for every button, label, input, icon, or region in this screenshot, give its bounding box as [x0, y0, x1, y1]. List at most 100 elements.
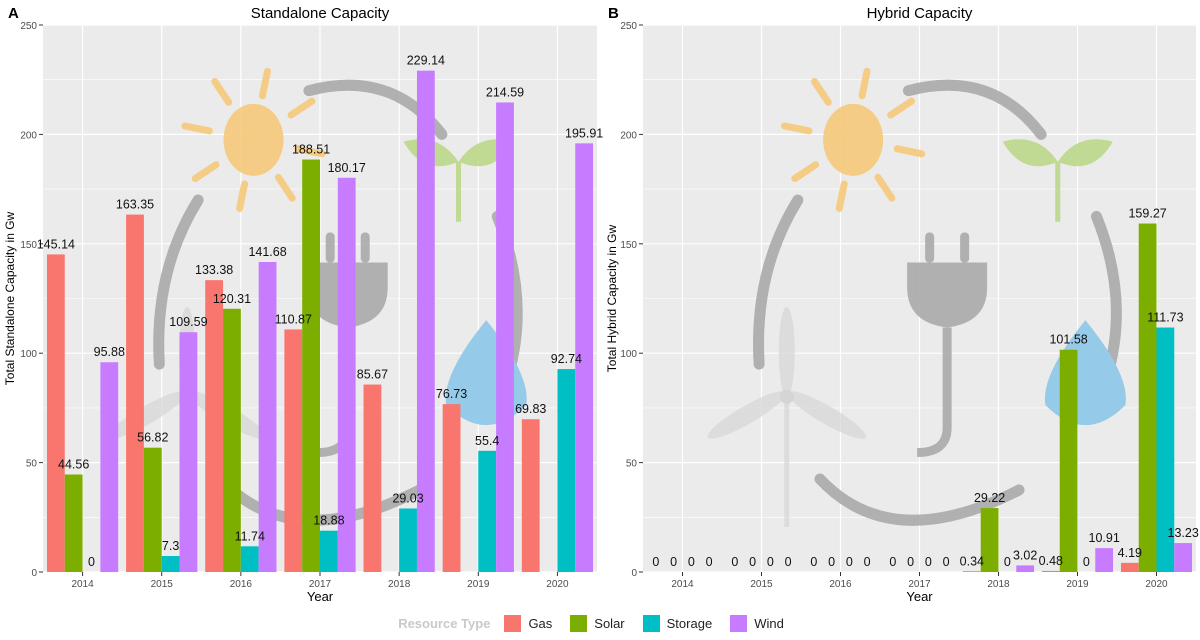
- bar-wind-2019: [1095, 548, 1114, 572]
- y-tick-label: 150: [20, 240, 37, 251]
- data-label-gas-2017: 110.87: [275, 312, 312, 326]
- legend-label-storage: Storage: [666, 615, 713, 631]
- data-label-storage-2019: 55.4: [475, 434, 499, 448]
- data-label-wind-2016: 0: [864, 555, 871, 569]
- data-label-storage-2014: 0: [88, 555, 95, 569]
- cycle-arc-icon: [153, 194, 204, 370]
- legend: Resource Type Gas Solar Storage Wind: [0, 611, 1200, 635]
- data-label-wind-2020: 13.23: [1168, 526, 1199, 540]
- bar-wind-2019: [496, 102, 514, 572]
- data-label-storage-2018: 0: [1004, 555, 1011, 569]
- bar-gas-2017: [284, 329, 303, 572]
- data-label-gas-2016: 0: [810, 555, 817, 569]
- bar-gas-2020: [1120, 562, 1139, 572]
- data-label-storage-2016: 11.74: [235, 529, 265, 543]
- data-label-gas-2018: 85.67: [357, 368, 388, 382]
- bar-solar-2016: [223, 308, 241, 572]
- data-label-wind-2019: 214.59: [486, 85, 524, 99]
- bar-solar-2018: [980, 508, 999, 572]
- data-label-gas-2020: 69.83: [515, 402, 546, 416]
- y-tick-label: 50: [26, 459, 38, 470]
- bar-gas-2019: [1041, 570, 1060, 572]
- data-label-solar-2014: 0: [670, 555, 677, 569]
- x-tick-label: 2015: [750, 579, 773, 590]
- y-axis-label: Total Hybrid Capacity in Gw: [605, 224, 619, 372]
- bar-wind-2018: [1016, 565, 1035, 572]
- y-tick-label: 50: [626, 459, 638, 470]
- x-axis-label: Year: [307, 589, 334, 604]
- bar-gas-2018: [363, 384, 382, 572]
- data-label-solar-2015: 56.82: [137, 431, 168, 445]
- data-label-storage-2016: 0: [846, 555, 853, 569]
- data-label-wind-2017: 0: [943, 555, 950, 569]
- bar-gas-2016: [205, 280, 224, 572]
- bar-solar-2019: [1059, 349, 1078, 572]
- data-label-solar-2017: 0: [907, 555, 914, 569]
- y-tick-label: 100: [20, 349, 37, 360]
- data-label-solar-2017: 188.51: [292, 143, 330, 157]
- x-tick-label: 2018: [388, 579, 411, 590]
- data-label-solar-2015: 0: [749, 555, 756, 569]
- data-label-storage-2015: 7.3: [162, 539, 179, 553]
- x-axis-label: Year: [906, 589, 933, 604]
- x-tick-label: 2019: [1066, 579, 1089, 590]
- plug-icon: [907, 232, 988, 458]
- data-label-gas-2019: 76.73: [436, 387, 467, 401]
- x-tick-label: 2017: [908, 579, 931, 590]
- cycle-arc-icon: [902, 79, 1047, 140]
- data-label-wind-2016: 141.68: [248, 245, 286, 259]
- y-tick-label: 250: [620, 21, 637, 32]
- y-tick-label: 150: [620, 240, 637, 251]
- bar-wind-2020: [575, 143, 594, 572]
- data-label-wind-2018: 3.02: [1013, 548, 1037, 562]
- wind-turbine-icon: [707, 306, 867, 527]
- data-label-wind-2017: 180.17: [328, 161, 366, 175]
- x-tick-label: 2014: [71, 579, 94, 590]
- data-label-wind-2018: 229.14: [407, 54, 445, 68]
- chart-canvas: 0 50 100 150 200 250 145.14 163.35 133.38 110.87 8…: [3, 5, 1199, 604]
- data-label-gas-2017: 0: [889, 555, 896, 569]
- bar-gas-2015: [126, 214, 144, 572]
- bar-storage-2016: [240, 546, 259, 572]
- legend-item-storage: Storage: [642, 614, 713, 632]
- x-tick-label: 2017: [309, 579, 332, 590]
- data-label-solar-2016: 120.31: [213, 292, 251, 306]
- legend-title: Resource Type: [398, 615, 491, 631]
- data-label-gas-2014: 145.14: [37, 237, 75, 251]
- x-tick-label: 2015: [151, 579, 174, 590]
- data-label-wind-2020: 195.91: [565, 126, 603, 140]
- data-label-storage-2017: 0: [925, 555, 932, 569]
- x-tick-label: 2020: [1145, 579, 1168, 590]
- y-tick-label: 100: [620, 349, 637, 360]
- legend-swatch-wind: [730, 614, 748, 632]
- x-tick-label: 2016: [230, 579, 253, 590]
- sprout-icon: [1002, 139, 1113, 222]
- x-tick-label: 2018: [987, 579, 1010, 590]
- cycle-arc-icon: [814, 473, 1025, 526]
- bar-wind-2018: [416, 70, 435, 573]
- chart-title: Standalone Capacity: [251, 5, 390, 22]
- bar-storage-2020: [557, 369, 576, 572]
- bar-solar-2014: [64, 474, 83, 572]
- bars: [46, 70, 594, 573]
- data-label-gas-2020: 4.19: [1118, 546, 1142, 560]
- bar-solar-2017: [302, 159, 320, 573]
- data-label-wind-2014: 95.88: [94, 345, 125, 359]
- bar-storage-2020: [1156, 327, 1175, 572]
- bar-wind-2020: [1174, 543, 1193, 572]
- y-tick-label: 200: [20, 130, 37, 141]
- bar-solar-2015: [143, 447, 162, 572]
- data-label-storage-2020: 92.74: [551, 352, 582, 366]
- chart-title: Hybrid Capacity: [867, 5, 973, 22]
- bar-solar-2020: [1138, 223, 1157, 572]
- bar-gas-2014: [46, 254, 65, 572]
- legend-label-gas: Gas: [528, 615, 553, 631]
- bar-gas-2018: [962, 571, 981, 572]
- y-tick-label: 0: [631, 568, 637, 579]
- bar-wind-2015: [179, 332, 198, 572]
- y-tick-label: 250: [20, 21, 37, 32]
- bars: [962, 223, 1193, 572]
